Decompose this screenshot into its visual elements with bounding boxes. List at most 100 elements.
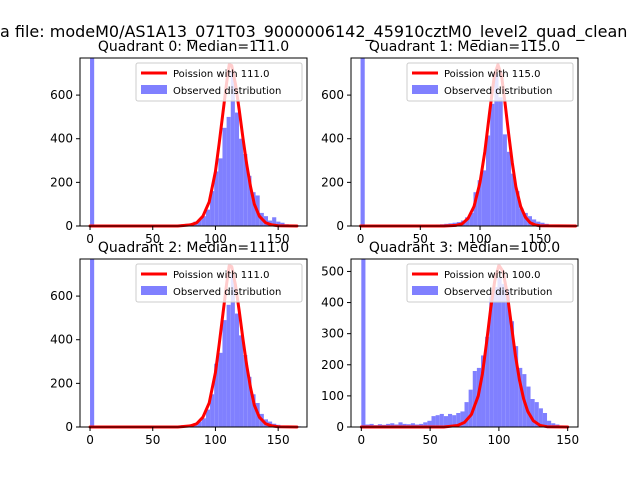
histogram-bar	[214, 171, 219, 226]
x-tick-label: 50	[145, 433, 160, 447]
x-tick-label: 100	[204, 433, 227, 447]
y-tick-label: 200	[50, 175, 73, 189]
histogram-bar	[239, 335, 244, 427]
x-tick-label: 150	[267, 232, 290, 246]
histogram-bar	[443, 416, 448, 427]
histogram-bar	[506, 151, 512, 226]
y-tick-label: 500	[321, 264, 344, 278]
histogram-bar	[501, 283, 506, 427]
x-tick-label: 150	[556, 433, 579, 447]
x-tick-label: 100	[204, 232, 227, 246]
histogram-bar	[547, 420, 552, 427]
histogram-bar	[473, 192, 478, 226]
legend-label-observed: Observed distribution	[444, 287, 552, 298]
histogram-bar	[538, 408, 543, 427]
histogram-bar	[234, 313, 240, 427]
histogram-bar	[469, 212, 474, 226]
histogram-bar	[398, 422, 403, 427]
y-tick-label: 0	[336, 219, 344, 233]
subplot-title: Quadrant 1: Median=115.0	[369, 39, 560, 55]
histogram-bar	[490, 103, 495, 226]
y-tick-label: 100	[321, 389, 344, 403]
histogram-bar	[201, 418, 206, 427]
y-tick-label: 400	[50, 333, 73, 347]
x-tick-label: 0	[357, 433, 365, 447]
legend-box	[135, 263, 303, 303]
legend-label-poisson: Poission with 100.0	[444, 270, 540, 281]
histogram-bar	[427, 420, 432, 427]
x-tick-label: 50	[413, 232, 428, 246]
histogram-bar	[460, 411, 465, 427]
histogram-bar	[90, 58, 95, 226]
histogram-bar	[205, 409, 211, 427]
histogram-bar	[447, 413, 453, 427]
histogram-bar	[431, 416, 436, 427]
histogram-bar	[222, 320, 227, 427]
legend-box	[406, 263, 574, 303]
histogram-bar	[239, 138, 244, 226]
x-tick-label: 100	[469, 232, 492, 246]
histogram-bar	[498, 97, 503, 226]
y-tick-label: 300	[321, 327, 344, 341]
histogram-bar	[247, 175, 252, 226]
histogram-bar	[519, 208, 524, 226]
histogram-bar	[481, 170, 487, 226]
histogram-bar	[509, 321, 515, 427]
legend-box	[406, 62, 574, 102]
histogram-bar	[489, 296, 494, 427]
histogram-bar	[210, 394, 215, 427]
histogram-bar	[423, 422, 428, 427]
y-tick-label: 600	[50, 88, 73, 102]
histogram-bar	[485, 336, 490, 427]
histogram-bar	[360, 58, 365, 226]
histogram-bar	[386, 423, 391, 427]
histogram-bar	[205, 209, 211, 226]
x-tick-label: 100	[487, 433, 510, 447]
histogram-bar	[226, 116, 231, 226]
legend-bar-swatch	[141, 85, 167, 94]
x-tick-label: 150	[528, 232, 551, 246]
histogram-bar	[456, 413, 461, 427]
histogram-bar	[251, 394, 256, 427]
histogram-bar	[243, 355, 248, 427]
histogram-bar	[201, 216, 206, 226]
x-tick-label: 150	[267, 433, 290, 447]
histogram-bar	[497, 277, 502, 427]
histogram-bar	[226, 304, 231, 427]
histogram-bar	[90, 259, 95, 427]
histogram-bar	[361, 259, 366, 427]
histogram-bar	[502, 134, 507, 226]
histogram-bar	[481, 355, 486, 427]
histogram-bar	[452, 415, 457, 427]
y-tick-label: 600	[321, 88, 344, 102]
histogram-bar	[542, 413, 548, 427]
subplot-quadrant-0: 0 50 100 150 0 200 400 600 Quadrant 0: Median=11…	[50, 39, 308, 246]
y-tick-label: 200	[321, 175, 344, 189]
histogram-bar	[514, 346, 519, 427]
histogram-bar	[435, 415, 440, 427]
y-tick-label: 600	[50, 289, 73, 303]
x-tick-label: 0	[357, 232, 365, 246]
histogram-bar	[551, 423, 556, 427]
histogram-bar	[494, 73, 499, 226]
histogram-bar	[197, 219, 202, 226]
histogram-bar	[534, 402, 539, 427]
histogram-bar	[197, 421, 202, 427]
histogram-bar	[247, 376, 252, 427]
histogram-bar	[439, 413, 444, 427]
histogram-bar	[410, 423, 415, 427]
histogram-bar	[518, 367, 523, 427]
subplot-title: Quadrant 3: Median=100.0	[369, 240, 560, 256]
x-tick-label: 0	[86, 232, 94, 246]
histogram-bar	[477, 180, 482, 226]
subplot-quadrant-1: 0 50 100 150 0 200 400 600 Quadrant 1: Median=11…	[321, 39, 579, 246]
legend-label-observed: Observed distribution	[173, 86, 281, 97]
histogram-bar	[243, 154, 248, 226]
histogram-bar	[214, 363, 219, 427]
subplot-title: Quadrant 0: Median=111.0	[98, 39, 289, 55]
histogram-bar	[419, 423, 424, 427]
histogram-bar	[530, 399, 535, 427]
legend-label-observed: Observed distribution	[173, 287, 281, 298]
legend: Poission with 111.0 Observed distribution	[135, 263, 303, 303]
